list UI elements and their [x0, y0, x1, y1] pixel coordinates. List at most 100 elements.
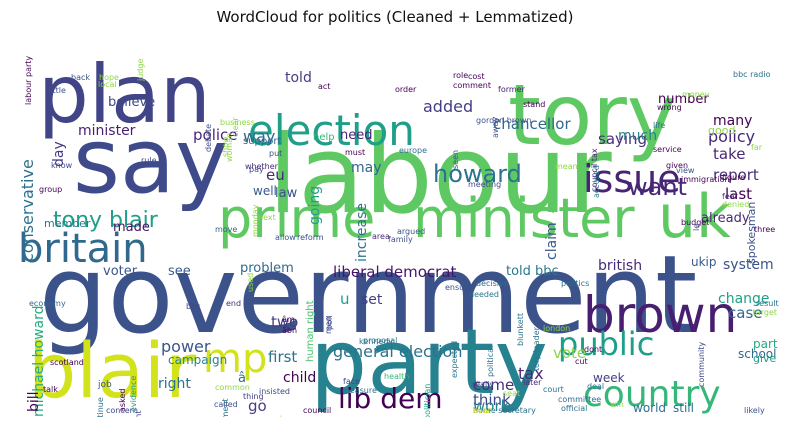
- word-7: blair: [28, 326, 197, 415]
- word-177: put: [269, 149, 282, 158]
- word-63: see: [168, 264, 191, 279]
- word-139: even: [473, 406, 493, 415]
- word-65: problem: [240, 261, 294, 276]
- word-161: men: [324, 316, 333, 334]
- word-133: health: [384, 372, 409, 381]
- word-197: next: [258, 213, 276, 222]
- word-74: good: [708, 124, 735, 137]
- word-27: policy: [708, 127, 755, 146]
- word-93: former: [498, 85, 526, 94]
- word-51: much: [618, 128, 657, 144]
- word-42: work: [473, 397, 510, 415]
- word-52: many: [713, 113, 752, 129]
- word-31: u: [340, 290, 350, 308]
- word-137: home secretary: [473, 406, 536, 415]
- word-128: insisted: [259, 387, 290, 396]
- word-77: still: [673, 401, 694, 415]
- word-73: spokesman: [745, 202, 758, 264]
- word-127: parliament: [221, 398, 230, 417]
- word-83: well: [253, 184, 277, 198]
- word-37: michael howard: [31, 306, 47, 418]
- word-112: area: [372, 232, 390, 241]
- word-113: move: [215, 225, 237, 234]
- word-78: campaign: [168, 353, 227, 367]
- word-20: want: [628, 173, 687, 201]
- word-156: blunkett: [516, 313, 525, 346]
- word-108: argued: [397, 227, 425, 236]
- word-179: europe: [399, 146, 427, 155]
- word-80: part: [753, 337, 778, 351]
- word-55: change: [718, 291, 770, 307]
- word-186: service: [653, 145, 682, 154]
- word-175: clear: [231, 117, 240, 137]
- word-89: job: [97, 380, 112, 390]
- word-176: show: [221, 136, 230, 157]
- word-147: official: [561, 404, 587, 413]
- word-155: expected: [450, 341, 459, 378]
- word-122: continue: [96, 397, 105, 417]
- word-142: committee: [558, 395, 601, 404]
- word-15: country: [583, 374, 721, 415]
- word-46: vote: [553, 344, 586, 362]
- word-152: three: [754, 225, 775, 234]
- word-121: evidence: [129, 376, 138, 412]
- word-134: politician: [423, 384, 432, 417]
- word-196: monday: [251, 204, 260, 237]
- word-92: stand: [523, 100, 545, 109]
- word-41: think: [473, 391, 511, 409]
- word-148: cut: [575, 357, 588, 366]
- word-153: le: [692, 224, 701, 231]
- word-86: ukip: [691, 255, 717, 269]
- word-6: plan: [38, 48, 211, 141]
- word-64: voter: [103, 264, 138, 279]
- word-162: tory leader: [532, 326, 541, 371]
- word-66: law: [275, 186, 298, 201]
- word-76: week: [593, 371, 625, 385]
- word-154: london: [543, 324, 570, 333]
- word-166: back: [71, 73, 90, 82]
- word-11: brown: [583, 286, 737, 344]
- word-158: kennedy: [359, 337, 393, 346]
- word-200: bbc: [186, 302, 201, 311]
- word-45: two: [271, 313, 298, 331]
- word-32: told: [285, 70, 312, 86]
- word-88: support: [243, 136, 281, 147]
- word-107: needed: [469, 290, 499, 299]
- word-169: labour party: [24, 56, 33, 105]
- word-111: reform: [297, 233, 324, 242]
- word-160: poll: [325, 316, 334, 330]
- chart-title: WordCloud for politics (Cleaned + Lemmat…: [216, 8, 574, 26]
- word-4: say: [73, 109, 228, 214]
- word-94: wrong: [657, 103, 682, 112]
- word-5: tory: [508, 66, 677, 164]
- word-104: denied: [722, 200, 749, 209]
- word-68: told bbc: [506, 264, 559, 279]
- word-157: political: [486, 346, 495, 377]
- word-58: right: [158, 376, 191, 392]
- word-50: believe: [108, 95, 155, 110]
- word-135: measure: [342, 386, 377, 395]
- word-114: ensure: [445, 283, 472, 292]
- word-38: claim: [544, 222, 560, 260]
- word-81: give: [753, 352, 777, 365]
- word-49: minister: [78, 123, 136, 139]
- word-178: must: [345, 148, 365, 157]
- word-116: economy: [29, 299, 66, 308]
- word-109: family: [388, 235, 413, 244]
- word-151: target: [753, 308, 777, 317]
- word-131: council: [303, 406, 331, 415]
- word-28: power: [161, 337, 211, 356]
- word-84: â: [238, 371, 246, 386]
- word-124: common: [215, 383, 250, 392]
- word-193: meeting: [468, 180, 501, 189]
- word-119: talk: [43, 385, 58, 394]
- word-173: rule: [141, 156, 157, 165]
- word-174: business: [220, 118, 255, 127]
- word-115: used: [246, 273, 255, 292]
- word-29: tax: [518, 364, 544, 383]
- word-98: gordon brown: [476, 116, 531, 125]
- word-95: money: [682, 90, 710, 99]
- word-150: result: [756, 299, 779, 308]
- word-12: election: [248, 106, 415, 155]
